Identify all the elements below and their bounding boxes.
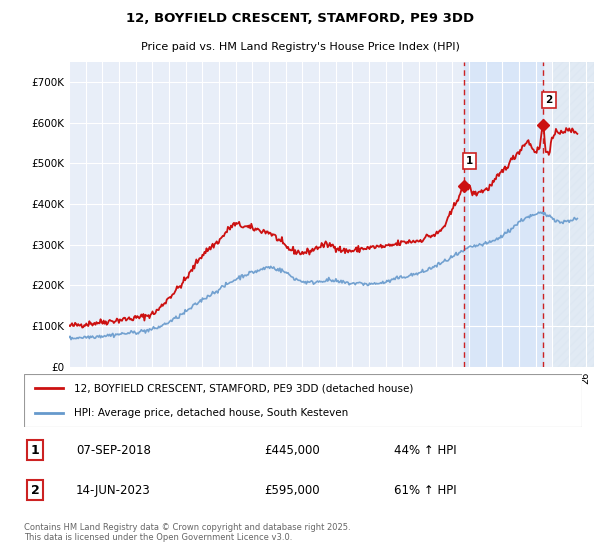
Text: 2: 2 <box>545 95 553 105</box>
Text: 2: 2 <box>31 484 40 497</box>
Text: 14-JUN-2023: 14-JUN-2023 <box>76 484 151 497</box>
Text: HPI: Average price, detached house, South Kesteven: HPI: Average price, detached house, Sout… <box>74 408 349 418</box>
Text: 12, BOYFIELD CRESCENT, STAMFORD, PE9 3DD (detached house): 12, BOYFIELD CRESCENT, STAMFORD, PE9 3DD… <box>74 384 413 394</box>
Text: Contains HM Land Registry data © Crown copyright and database right 2025.
This d: Contains HM Land Registry data © Crown c… <box>24 523 350 542</box>
Text: £445,000: £445,000 <box>264 444 320 457</box>
Text: £595,000: £595,000 <box>264 484 320 497</box>
Text: 07-SEP-2018: 07-SEP-2018 <box>76 444 151 457</box>
Text: 44% ↑ HPI: 44% ↑ HPI <box>394 444 457 457</box>
Bar <box>553 62 594 367</box>
Text: 1: 1 <box>31 444 40 457</box>
Text: 1: 1 <box>466 156 473 166</box>
Text: Price paid vs. HM Land Registry's House Price Index (HPI): Price paid vs. HM Land Registry's House … <box>140 43 460 52</box>
Text: 12, BOYFIELD CRESCENT, STAMFORD, PE9 3DD: 12, BOYFIELD CRESCENT, STAMFORD, PE9 3DD <box>126 12 474 25</box>
Bar <box>464 62 543 367</box>
Text: 61% ↑ HPI: 61% ↑ HPI <box>394 484 457 497</box>
